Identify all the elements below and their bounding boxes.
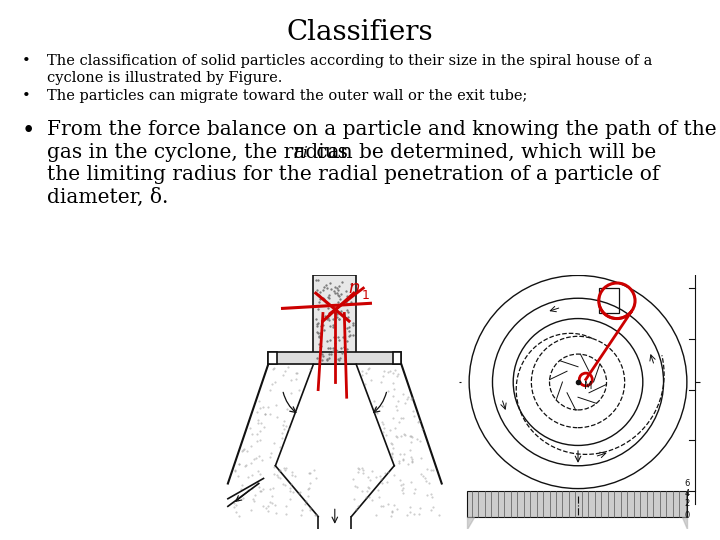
Bar	[313, 275, 356, 364]
Text: The particles can migrate toward the outer wall or the exit tube;: The particles can migrate toward the out…	[47, 89, 527, 103]
Text: 6: 6	[684, 479, 690, 488]
Text: •: •	[22, 120, 35, 142]
Text: diameter, δ.: diameter, δ.	[47, 188, 168, 207]
Text: 2: 2	[684, 500, 690, 508]
Text: 0: 0	[684, 511, 690, 519]
Text: From the force balance on a particle and knowing the path of the: From the force balance on a particle and…	[47, 120, 716, 139]
Text: i: i	[302, 146, 307, 160]
Text: •: •	[22, 54, 30, 68]
Polygon shape	[682, 516, 687, 529]
Text: $\mathit{1}$: $\mathit{1}$	[361, 289, 370, 302]
Text: gas in the cyclone, the radius: gas in the cyclone, the radius	[47, 143, 354, 161]
Bar	[269, 352, 401, 364]
Text: $\mathit{n}$: $\mathit{n}$	[348, 279, 360, 297]
Text: cyclone is illustrated by Figure.: cyclone is illustrated by Figure.	[47, 71, 282, 85]
Text: •: •	[22, 89, 30, 103]
Bar	[269, 352, 276, 364]
Bar	[467, 491, 687, 516]
Text: 4: 4	[684, 489, 690, 498]
Text: r: r	[293, 143, 302, 161]
Bar	[393, 352, 401, 364]
Bar	[599, 288, 619, 313]
Text: Classifiers: Classifiers	[287, 19, 433, 46]
Text: can be determined, which will be: can be determined, which will be	[310, 143, 656, 161]
Text: the limiting radius for the radial penetration of a particle of: the limiting radius for the radial penet…	[47, 165, 660, 184]
Polygon shape	[467, 516, 474, 529]
Text: M: M	[585, 381, 593, 391]
Text: The classification of solid particles according to their size in the spiral hous: The classification of solid particles ac…	[47, 54, 652, 68]
